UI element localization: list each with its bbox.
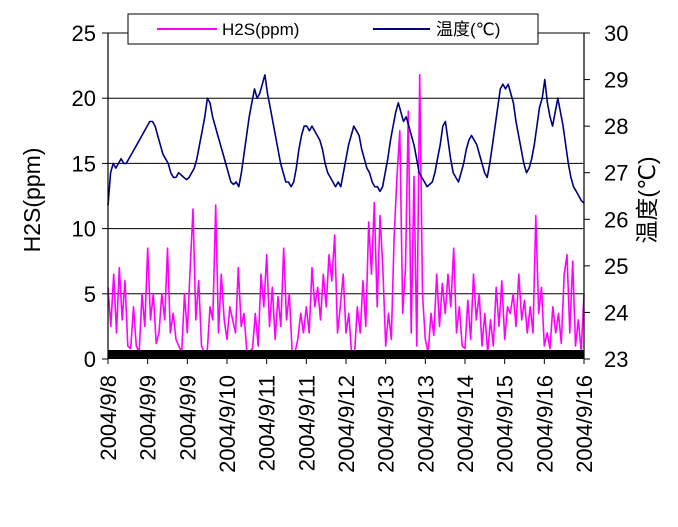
x-tick-label: 2004/9/11 xyxy=(255,375,280,471)
x-tick-label: 2004/9/9 xyxy=(136,375,161,461)
right-tick-label: 26 xyxy=(604,207,628,232)
left-axis-title: H2S(ppm) xyxy=(19,148,45,253)
x-tick-label: 2004/9/15 xyxy=(493,375,518,473)
right-tick-label: 23 xyxy=(604,347,628,372)
x-tick-label: 2004/9/11 xyxy=(294,375,319,471)
right-tick-label: 29 xyxy=(604,68,628,93)
right-tick-label: 24 xyxy=(604,300,628,325)
right-axis-title: 温度(℃) xyxy=(634,156,660,243)
left-tick-label: 15 xyxy=(72,151,96,176)
x-axis-baseline xyxy=(108,350,584,359)
x-tick-label: 2004/9/8 xyxy=(96,375,121,461)
right-tick-label: 30 xyxy=(604,21,628,46)
right-tick-label: 25 xyxy=(604,254,628,279)
right-tick-label: 28 xyxy=(604,114,628,139)
right-tick-label: 27 xyxy=(604,161,628,186)
temperature-series-line xyxy=(107,74,585,206)
gridlines xyxy=(108,97,584,295)
right-axis-ticks: 23 24 25 26 27 28 29 30 xyxy=(584,21,628,372)
h2s-series-line xyxy=(107,73,585,356)
series-temp xyxy=(107,74,585,206)
x-tick-label: 2004/9/9 xyxy=(175,375,200,461)
left-tick-label: 0 xyxy=(84,347,96,372)
x-tick-label: 2004/9/13 xyxy=(413,375,438,473)
left-axis-ticks: 0 5 10 15 20 25 xyxy=(72,21,108,372)
legend: H2S(ppm) 温度(℃) xyxy=(127,13,539,45)
left-tick-label: 10 xyxy=(72,217,96,242)
axes xyxy=(107,32,585,359)
x-tick-label: 2004/9/16 xyxy=(532,375,557,473)
x-tick-label: 2004/9/10 xyxy=(215,375,240,473)
x-axis-ticks: 2004/9/8 2004/9/9 2004/9/9 2004/9/10 2004/9/… xyxy=(96,359,597,473)
x-tick-label: 2004/9/14 xyxy=(453,375,478,473)
legend-label-h2s: H2S(ppm) xyxy=(222,20,299,39)
left-tick-label: 20 xyxy=(72,86,96,111)
legend-label-temp: 温度(℃) xyxy=(436,20,500,39)
series-h2s xyxy=(107,73,585,356)
x-tick-label: 2004/9/12 xyxy=(334,375,359,473)
left-tick-label: 5 xyxy=(84,282,96,307)
x-tick-label: 2004/9/13 xyxy=(374,375,399,473)
x-tick-label: 2004/9/16 xyxy=(572,375,597,473)
left-tick-label: 25 xyxy=(72,21,96,46)
